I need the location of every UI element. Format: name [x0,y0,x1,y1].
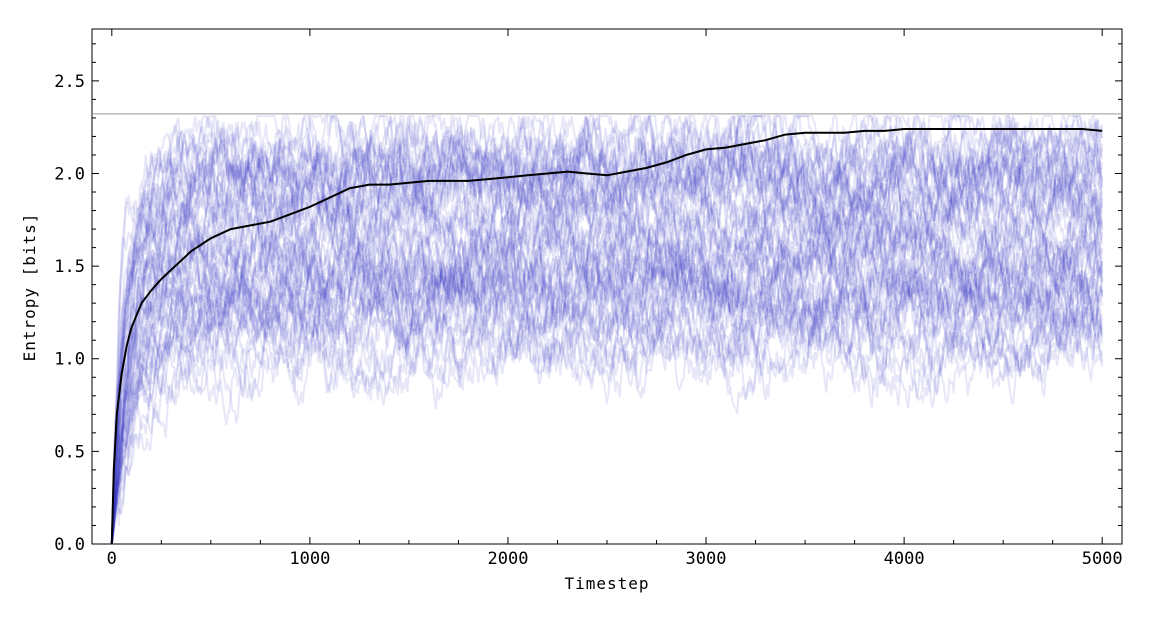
ensemble-run-line [110,265,1103,545]
ensemble-run-line [110,142,1104,545]
ensemble-run-line [110,293,1104,545]
ensemble-run-line [110,210,1104,545]
ensemble-run-line [110,252,1104,545]
x-tick-label: 1000 [289,549,330,569]
ensemble-run-line [110,266,1104,545]
ensemble-run-line [110,288,1104,545]
ensemble-run-line [110,131,1104,545]
ensemble-run-line [110,192,1103,545]
ensemble-run-line [110,115,1104,545]
x-tick-label: 5000 [1082,549,1123,569]
ensemble-run-line [110,116,1103,545]
ensemble-run-line [110,240,1104,545]
ensemble-run-line [110,283,1104,545]
ensemble-run-line [110,115,1104,545]
y-tick-label: 1.0 [54,350,85,370]
ensemble-run-line [110,243,1104,545]
ensemble-run-line [110,213,1104,545]
y-tick-label: 2.0 [54,164,85,184]
ensemble-run-line [110,177,1104,545]
ensemble-run-line [110,211,1104,545]
x-tick-label: 2000 [487,549,528,569]
ensemble-run-line [110,216,1104,545]
ensemble-run-line [110,172,1104,545]
ensemble-run-line [110,262,1104,545]
y-tick-label: 2.5 [54,72,85,92]
ensemble-run-line [110,233,1103,545]
y-axis: 0.0 0.5 1.0 1.5 2.0 2.5 [54,43,1122,555]
ensemble-run-line [110,115,1104,545]
ensemble-run-line [110,152,1104,545]
ensemble-run-line [110,113,1103,545]
ensemble-run-line [110,112,1104,545]
ensemble-traces [110,112,1104,545]
ensemble-run-line [110,139,1104,545]
ensemble-run-line [110,203,1104,545]
ensemble-run-line [110,228,1104,545]
ensemble-run-line [110,239,1104,545]
x-axis: 0 1000 2000 3000 4000 5000 [107,29,1123,569]
ensemble-run-line [110,184,1103,545]
ensemble-run-line [110,199,1104,545]
ensemble-run-line [110,251,1104,545]
y-tick-label: 0.0 [54,535,85,555]
x-tick-label: 0 [107,549,117,569]
ensemble-run-line [110,114,1104,545]
plot-frame [91,28,1123,545]
ensemble-run-line [110,233,1104,545]
ensemble-run-line [110,165,1104,545]
ensemble-run-line [110,117,1104,545]
ensemble-run-line [110,149,1103,545]
ensemble-run-line [110,176,1104,545]
ensemble-run-line [110,201,1104,545]
y-tick-label: 0.5 [54,442,85,462]
x-tick-label: 3000 [686,549,727,569]
ensemble-run-line [110,233,1104,545]
ensemble-run-line [110,113,1104,545]
x-axis-label: Timestep [564,574,649,593]
ensemble-run-line [110,114,1104,545]
ensemble-run-line [110,112,1104,545]
ensemble-run-line [110,167,1104,545]
ensemble-run-line [110,148,1104,545]
ensemble-run-line [110,216,1104,545]
ensemble-run-line [110,121,1104,545]
y-axis-label: Entropy [bits] [20,213,39,362]
ensemble-run-line [110,286,1104,545]
ensemble-run-line [110,112,1104,545]
ensemble-run-line [110,263,1103,545]
ensemble-run-line [110,130,1103,545]
ensemble-run-line [110,172,1104,545]
ensemble-run-line [110,119,1104,545]
mean-entropy-line [110,128,1103,545]
x-tick-label: 4000 [884,549,925,569]
ensemble-run-line [110,234,1104,545]
ensemble-run-line [110,166,1103,545]
ensemble-run-line [110,255,1104,545]
ensemble-run-line [110,118,1103,545]
y-tick-label: 1.5 [54,257,85,277]
ensemble-run-line [110,133,1104,545]
